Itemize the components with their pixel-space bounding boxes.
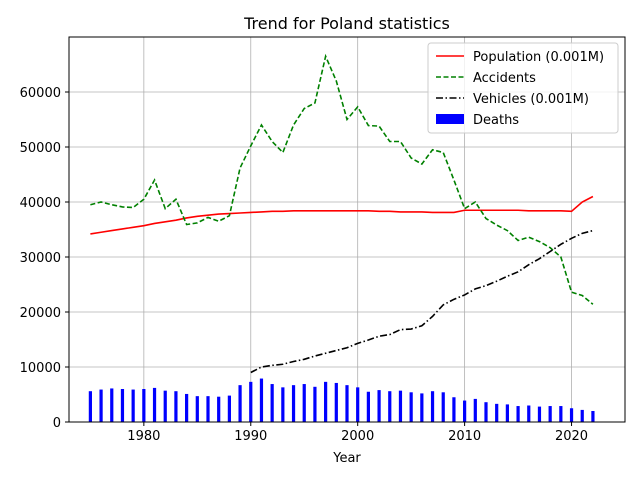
deaths-bar [217, 396, 221, 422]
ticks: 1980 1990 2000 2010 2020 0 10000 20000 30000 4000… [20, 86, 588, 444]
x-tick-label: 1980 [127, 429, 160, 444]
legend-box [427, 42, 619, 134]
x-axis-label: Year [332, 451, 361, 466]
deaths-bar [206, 396, 210, 422]
deaths-bar [591, 411, 595, 422]
deaths-bar [356, 387, 360, 422]
deaths-bar [131, 389, 135, 422]
legend-label: Vehicles (0.001M) [473, 92, 589, 107]
y-tick-label: 30000 [20, 251, 61, 266]
chart-title: Trend for Poland statistics [243, 14, 450, 33]
legend-label: Population (0.001M) [473, 50, 604, 65]
deaths-bar [580, 409, 584, 422]
deaths-bar [227, 395, 231, 422]
deaths-bar [185, 393, 189, 422]
axes-frame [68, 36, 626, 423]
deaths-bar [473, 398, 477, 422]
deaths-bar [238, 385, 242, 422]
deaths-bar [120, 389, 125, 422]
deaths-bar [334, 382, 338, 422]
deaths-bar [548, 406, 552, 422]
deaths-bar [195, 396, 199, 422]
deaths-bar [516, 406, 520, 422]
legend-items: Population (0.001M) Accidents Vehicles (0.… [436, 50, 604, 128]
y-tick-label: 0 [53, 416, 61, 431]
deaths-bar [270, 384, 274, 422]
deaths-bar [142, 389, 146, 422]
plot-area [69, 37, 625, 423]
series-line-2 [250, 229, 594, 374]
deaths-bar [559, 406, 563, 422]
deaths-bar [152, 387, 157, 422]
series-deaths-bars [88, 378, 595, 422]
deaths-bar [291, 385, 296, 422]
deaths-bar [324, 381, 328, 422]
deaths-bar [259, 378, 264, 422]
deaths-bar [452, 397, 456, 422]
deaths-bar [163, 390, 167, 422]
deaths-bar [537, 406, 542, 422]
deaths-bar [249, 381, 253, 422]
y-tick-label: 50000 [20, 141, 61, 156]
deaths-bar [420, 393, 424, 422]
deaths-bar [110, 388, 114, 422]
deaths-bar [388, 391, 392, 422]
deaths-bar [409, 392, 413, 422]
deaths-bar [569, 408, 574, 422]
deaths-bar [505, 404, 509, 422]
deaths-bar [99, 389, 103, 422]
deaths-bar [441, 392, 445, 422]
deaths-bar [430, 391, 435, 422]
x-tick-label: 1990 [234, 429, 267, 444]
deaths-bar [174, 391, 178, 422]
deaths-bar [366, 391, 370, 422]
x-tick-label: 2020 [555, 429, 588, 444]
deaths-bar [302, 384, 306, 422]
deaths-bar [345, 385, 349, 422]
legend-label: Deaths [473, 113, 519, 128]
deaths-bar [398, 390, 403, 422]
deaths-bar [495, 403, 499, 422]
deaths-bar [484, 402, 488, 422]
deaths-bar [377, 390, 381, 422]
deaths-bar [281, 387, 285, 422]
deaths-bar [88, 391, 92, 422]
y-tick-label: 10000 [20, 361, 61, 376]
legend-swatch [436, 114, 464, 124]
deaths-bar [527, 405, 531, 422]
y-tick-label: 60000 [20, 86, 61, 101]
series-line-1 [90, 53, 594, 305]
y-tick-label: 40000 [20, 196, 61, 211]
legend-label: Accidents [473, 71, 536, 86]
x-tick-label: 2000 [341, 429, 374, 444]
deaths-bar [463, 400, 467, 422]
legend: Population (0.001M) Accidents Vehicles (0.… [427, 42, 619, 134]
y-tick-label: 20000 [20, 306, 61, 321]
x-tick-label: 2010 [448, 429, 481, 444]
series-line-0 [90, 195, 594, 235]
deaths-bar [313, 386, 317, 422]
